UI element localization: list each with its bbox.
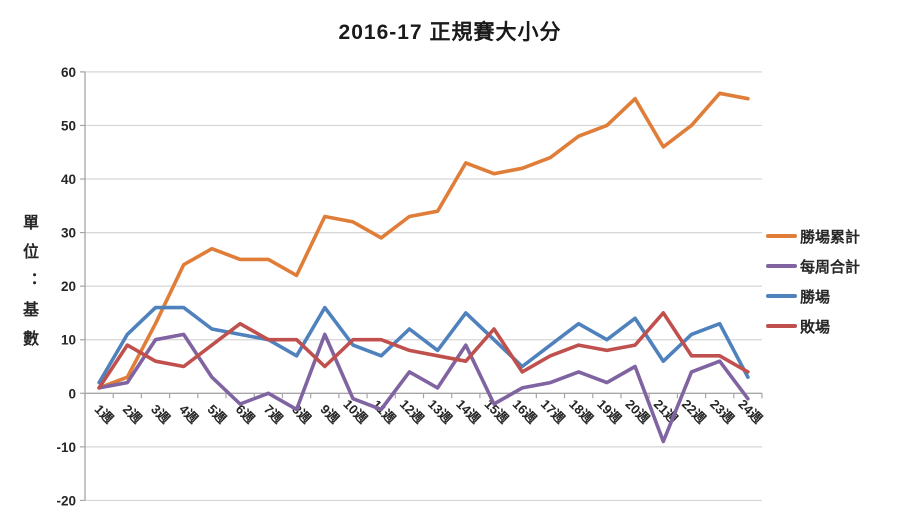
chart-title: 2016-17 正規賽大小分 — [338, 21, 562, 44]
legend-label: 每周合計 — [800, 258, 861, 276]
legend-label: 敗場 — [800, 318, 831, 336]
series-line-2 — [97, 305, 750, 385]
x-axis-tick-label: 3週 — [148, 402, 173, 427]
series-line-3 — [97, 311, 750, 390]
legend-item-2[interactable]: 勝場 — [766, 281, 860, 311]
series-line-0 — [97, 91, 750, 390]
legend-swatch-icon — [766, 294, 797, 298]
x-axis-tick-label: 11週 — [369, 397, 399, 427]
x-axis-tick-label: 24週 — [735, 396, 765, 426]
legend-item-3[interactable]: 敗場 — [766, 311, 860, 341]
y-axis-tick-label: 10 — [61, 333, 76, 348]
x-axis-tick-label: 6週 — [233, 402, 258, 427]
x-axis-tick-label: 17週 — [538, 396, 568, 426]
y-axis-tick-label: 0 — [68, 386, 76, 401]
x-axis-tick-label: 2週 — [120, 402, 145, 427]
x-axis-tick-label: 12週 — [397, 396, 427, 426]
x-axis-tick-label: 5週 — [205, 402, 230, 427]
legend-label: 勝場 — [800, 288, 831, 306]
x-axis-tick-label: 23週 — [707, 396, 737, 426]
y-axis-tick-label: 40 — [61, 172, 76, 187]
series-line-1 — [97, 332, 750, 444]
x-axis-tick-label: 7週 — [261, 402, 286, 427]
y-axis-tick-label: 50 — [61, 118, 76, 133]
legend-label: 勝場累計 — [800, 228, 861, 246]
legend-swatch-icon — [766, 234, 797, 238]
x-axis-tick-label: 22週 — [679, 396, 709, 426]
x-axis-tick-label: 16週 — [510, 396, 540, 426]
legend: 勝場累計每周合計勝場敗場 — [766, 221, 860, 341]
legend-item-1[interactable]: 每周合計 — [766, 251, 860, 281]
x-axis-tick-label: 18週 — [566, 396, 596, 426]
x-axis-tick-label: 14週 — [453, 396, 483, 426]
y-axis-tick-label: 60 — [61, 65, 76, 80]
x-axis-tick-label: 9週 — [317, 402, 342, 427]
y-axis-tick-label: 30 — [61, 226, 76, 241]
legend-swatch-icon — [766, 324, 797, 328]
x-axis-tick-label: 19週 — [594, 396, 624, 426]
y-axis-tick-label: 20 — [61, 279, 76, 294]
legend-item-0[interactable]: 勝場累計 — [766, 221, 860, 251]
y-axis-tick-label: -10 — [56, 440, 76, 455]
x-axis-tick-label: 13週 — [425, 396, 455, 426]
y-axis-tick-label: -20 — [56, 493, 76, 508]
x-axis-tick-label: 4週 — [176, 402, 201, 427]
x-axis-tick-label: 1週 — [92, 402, 117, 427]
legend-swatch-icon — [766, 264, 797, 268]
y-axis-title: 單位：基數 — [20, 214, 37, 359]
